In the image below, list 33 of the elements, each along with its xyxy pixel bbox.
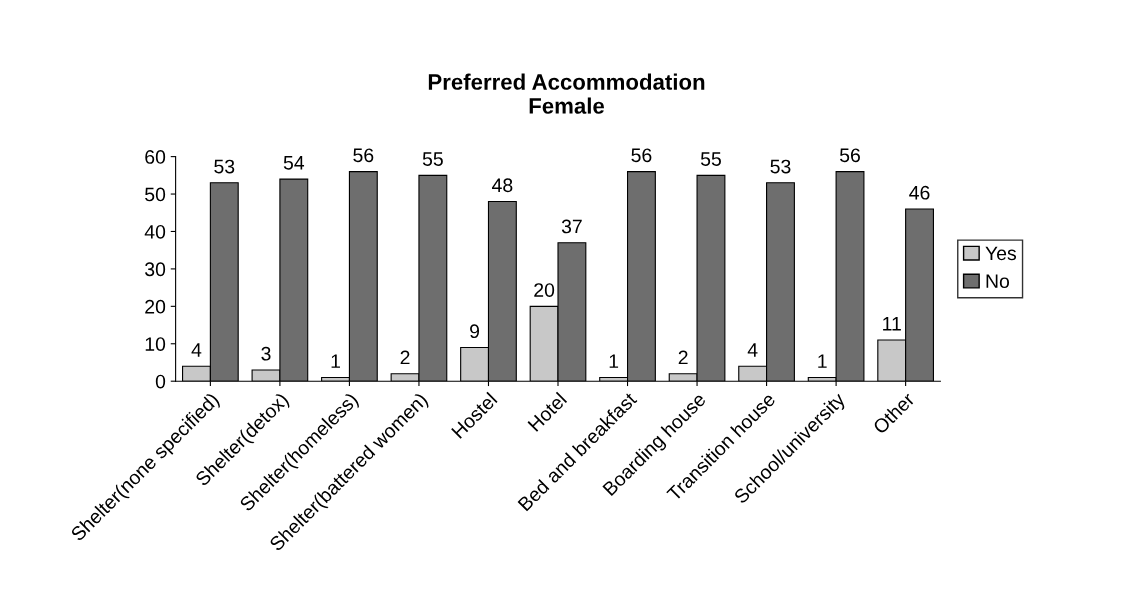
y-tick-label: 20 [145,299,166,314]
data-label: 53 [770,159,791,174]
data-label: 4 [191,343,202,357]
data-label: 55 [422,152,443,166]
data-label: 53 [214,159,235,174]
data-label: 56 [353,148,374,163]
legend-label: Yes [985,246,1017,261]
data-label: 1 [609,354,619,368]
y-tick-label: 0 [155,374,166,389]
y-tick-label: 10 [145,337,166,351]
y-tick-label: 50 [145,187,166,202]
y-tick-label: 40 [144,224,166,239]
y-tick-label: 60 [145,150,166,164]
data-label: 9 [470,324,480,339]
y-tick-label: 30 [145,262,166,277]
data-label: 1 [818,354,827,368]
data-label: 56 [839,148,860,163]
data-label: 20 [534,283,555,297]
data-label: 1 [331,354,340,368]
data-label: 55 [700,152,721,166]
chart-subtitle: Female [529,97,605,114]
legend-label: No [986,274,1010,289]
data-label: 54 [283,156,305,170]
data-label: 48 [492,178,513,193]
data-label: 11 [883,317,901,331]
data-label: 2 [400,350,410,365]
data-label: 4 [747,343,758,357]
data-label: 56 [631,148,652,163]
data-label: 37 [561,219,582,234]
chart-title: Preferred Accommodation [428,73,705,90]
data-label: 2 [678,350,688,365]
data-label: 46 [909,185,930,200]
data-label: 3 [261,346,271,361]
